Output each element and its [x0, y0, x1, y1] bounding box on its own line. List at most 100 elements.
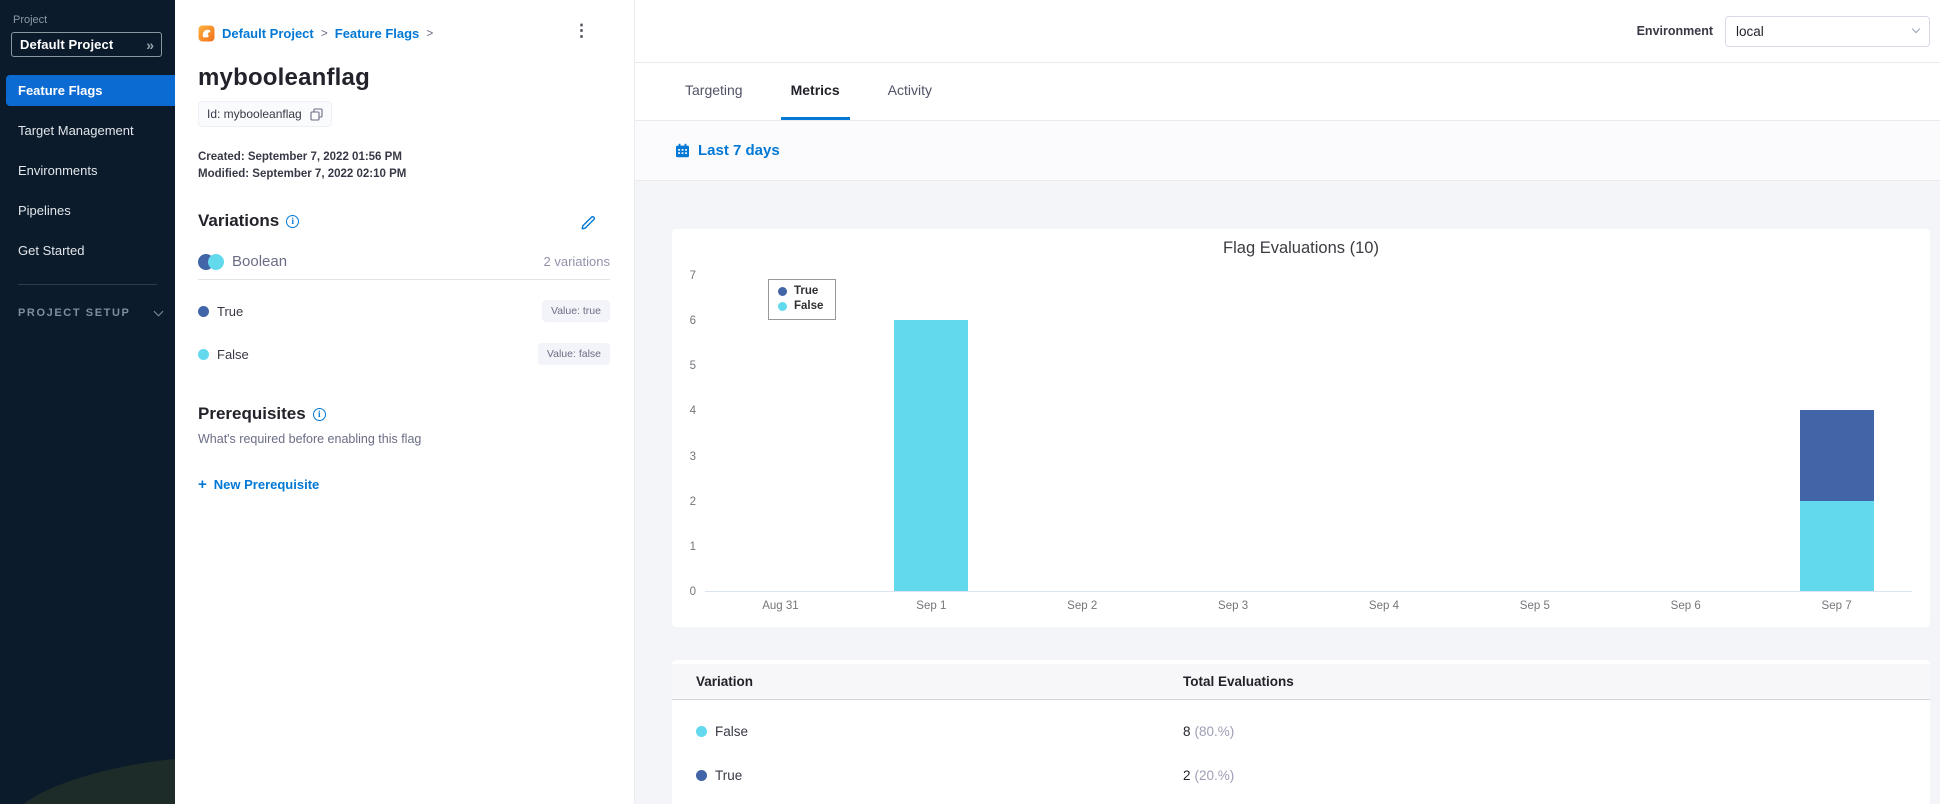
chart-title: Flag Evaluations (10)	[1223, 239, 1379, 257]
chart-legend: True False	[768, 279, 837, 320]
sidebar-item-environments[interactable]: Environments	[18, 163, 98, 178]
row-variation-name: True	[715, 767, 743, 783]
legend-dot-icon	[778, 302, 787, 311]
sidebar-item-pipelines[interactable]: Pipelines	[18, 203, 71, 218]
date-range-button[interactable]: Last 7 days	[675, 142, 780, 159]
variation-value-badge: Value: true	[541, 300, 610, 322]
project-selector-value: Default Project	[20, 37, 114, 52]
variation-name: False	[217, 346, 249, 362]
variation-row-false: False Value: false	[198, 342, 610, 366]
flag-id-chip[interactable]: Id: mybooleanflag	[198, 101, 332, 127]
x-tick-aug-31: Aug 31	[762, 600, 799, 612]
variation-name: True	[217, 303, 244, 319]
environment-label: Environment	[1636, 24, 1713, 38]
date-range-label: Last 7 days	[698, 142, 780, 159]
plus-icon: +	[198, 476, 207, 493]
row-total-evaluations: 2 (20.%)	[1183, 767, 1235, 783]
sidebar-item-get-started[interactable]: Get Started	[18, 243, 85, 258]
environment-select[interactable]: local	[1725, 15, 1930, 47]
y-tick-7: 7	[689, 270, 696, 282]
variation-row-true: True Value: true	[198, 299, 610, 323]
y-tick-5: 5	[689, 360, 696, 373]
true-dot-icon	[198, 305, 209, 317]
edit-variations-button[interactable]	[580, 214, 597, 236]
x-tick-sep-2: Sep 2	[1067, 600, 1098, 612]
calendar-icon	[676, 143, 689, 158]
variation-type-label: Boolean	[232, 253, 288, 270]
bar-true-sep-7	[1799, 410, 1874, 501]
tab-targeting[interactable]: Targeting	[685, 82, 743, 98]
sidebar: Project Default Project » Feature Flags …	[0, 0, 175, 804]
tab-activity[interactable]: Activity	[887, 82, 932, 98]
environment-bar: Environment local	[635, 0, 1940, 63]
breadcrumb-link-feature-flags[interactable]: Feature Flags	[334, 25, 420, 41]
table-row: True 2 (20.%)	[672, 753, 1930, 797]
breadcrumb-link-project[interactable]: Default Project	[222, 25, 314, 41]
x-tick-sep-3: Sep 3	[1218, 600, 1249, 612]
variation-count: 2 variations	[543, 254, 610, 269]
project-label: Project	[13, 14, 48, 26]
prerequisites-description: What's required before enabling this fla…	[198, 432, 422, 446]
table-body: False 8 (80.%) True 2 (20.%)	[672, 700, 1930, 797]
breadcrumb-separator: >	[320, 26, 328, 40]
tab-metrics[interactable]: Metrics	[780, 63, 850, 120]
legend-item-true: True	[778, 284, 823, 299]
sidebar-item-feature-flags[interactable]: Feature Flags	[6, 75, 175, 106]
y-tick-1: 1	[689, 540, 696, 553]
chevron-down-icon	[153, 306, 163, 316]
boolean-type-icon	[198, 253, 224, 270]
project-selector[interactable]: Default Project »	[11, 32, 162, 57]
variations-heading: Variations	[198, 211, 280, 230]
info-icon[interactable]: i	[312, 407, 326, 421]
chevron-down-icon	[1911, 24, 1921, 34]
project-logo-icon	[198, 25, 215, 41]
row-total-evaluations: 8 (80.%)	[1183, 723, 1235, 739]
flag-modified: Modified: September 7, 2022 02:10 PM	[198, 168, 407, 180]
true-dot-icon	[696, 769, 707, 781]
divider	[198, 279, 610, 280]
evaluations-table: Variation Total Evaluations False 8 (80.%…	[672, 660, 1930, 804]
info-icon[interactable]: i	[286, 214, 300, 228]
y-tick-2: 2	[689, 495, 696, 508]
x-tick-sep-1: Sep 1	[916, 600, 947, 612]
flag-title: mybooleanflag	[198, 64, 370, 91]
y-tick-6: 6	[689, 315, 696, 328]
variations-header: Variations i	[198, 211, 610, 231]
false-dot-icon	[696, 725, 707, 737]
table-row: False 8 (80.%)	[672, 709, 1930, 753]
pencil-icon	[581, 215, 596, 230]
sidebar-section-project-setup[interactable]: PROJECT SETUP	[18, 306, 175, 319]
chart-plot-area	[705, 276, 1912, 592]
variation-value-badge: Value: false	[537, 343, 610, 365]
variation-type-row: Boolean 2 variations	[198, 253, 610, 270]
flag-id-text: Id: mybooleanflag	[207, 107, 302, 121]
false-dot-icon	[198, 348, 209, 360]
table-header: Variation Total Evaluations	[672, 664, 1930, 700]
bar-false-sep-7	[1799, 500, 1874, 591]
bar-false-sep-1	[894, 320, 969, 591]
sidebar-divider	[18, 284, 157, 285]
flag-detail-panel: Default Project > Feature Flags > ⋮ mybo…	[175, 0, 635, 804]
copy-icon[interactable]	[310, 107, 323, 121]
y-tick-3: 3	[689, 450, 696, 463]
column-header-variation: Variation	[696, 674, 754, 689]
sidebar-item-target-management[interactable]: Target Management	[18, 123, 134, 138]
column-header-total-evaluations: Total Evaluations	[1183, 674, 1294, 689]
prerequisites-header: Prerequisites i	[198, 404, 610, 424]
new-prerequisite-button[interactable]: + New Prerequisite	[198, 476, 320, 493]
flag-created: Created: September 7, 2022 01:56 PM	[198, 151, 402, 163]
flag-evaluations-chart: Flag Evaluations (10) True False 0 1 2 3 4 5 6 7…	[672, 229, 1930, 627]
x-tick-sep-6: Sep 6	[1670, 600, 1701, 612]
more-options-icon[interactable]: ⋮	[573, 21, 590, 40]
prerequisites-heading: Prerequisites	[198, 404, 306, 423]
flag-tabs: Targeting Metrics Activity	[635, 63, 1940, 121]
y-tick-0: 0	[689, 586, 696, 598]
double-chevron-icon: »	[146, 36, 154, 53]
x-tick-sep-4: Sep 4	[1368, 600, 1399, 612]
metrics-panel: Environment local Targeting Metrics Acti…	[635, 0, 1940, 804]
breadcrumb: Default Project > Feature Flags >	[198, 24, 610, 42]
legend-item-false: False	[778, 299, 823, 314]
date-range-bar: Last 7 days	[635, 121, 1940, 181]
legend-dot-icon	[778, 287, 787, 296]
